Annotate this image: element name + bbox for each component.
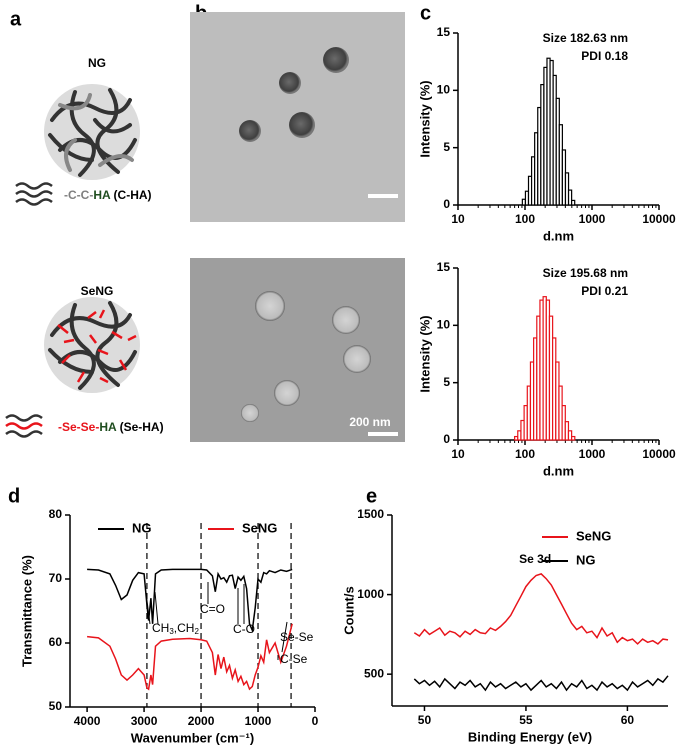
x-tick-label: 100 [515, 447, 535, 461]
x-tick-label: 3000 [131, 714, 158, 728]
x-tick-label: 55 [519, 713, 533, 727]
x-tick-label: 0 [312, 714, 319, 728]
y-axis-label: Transmittance (%) [19, 555, 34, 667]
annotation: Size 182.63 nm [543, 31, 628, 45]
x-tick-label: 1000 [579, 447, 606, 461]
annotation: C-O [233, 622, 255, 636]
abbr: (Se-HA) [116, 420, 163, 434]
series-line [87, 623, 293, 691]
ha: HA [93, 188, 111, 202]
se-ha-label: -Se-Se-HA (Se-HA) [58, 420, 164, 434]
bar [567, 430, 573, 441]
y-axis-label: Intensity (%) [417, 80, 432, 157]
x-axis-label: d.nm [543, 463, 574, 478]
abbr: (C-HA) [110, 188, 151, 202]
x-tick-label: 10000 [642, 447, 676, 461]
x-tick-label: 4000 [74, 714, 101, 728]
series-line [413, 675, 669, 692]
x-tick-label: 1000 [245, 714, 272, 728]
x-axis-label: d.nm [543, 228, 574, 243]
x-tick-label: 1000 [579, 212, 606, 226]
y-tick-label: 80 [49, 507, 63, 521]
bar [571, 435, 576, 441]
annotation: PDI 0.18 [581, 49, 628, 63]
y-tick-label: 70 [49, 571, 63, 585]
ha: HA [99, 420, 117, 434]
c-ha-label: -C-C-HA (C-HA) [64, 188, 152, 202]
legend-label: SeNG [576, 528, 611, 543]
x-tick-label: 2000 [188, 714, 215, 728]
legend-label: SeNG [242, 520, 277, 535]
annotation: C-Se [280, 652, 308, 666]
x-tick-label: 10 [451, 447, 465, 461]
y-tick-label: 60 [49, 635, 63, 649]
se-ha-icon [5, 414, 43, 438]
x-tick-label: 60 [621, 713, 635, 727]
y-tick-label: 0 [443, 197, 450, 211]
x-axis-label: Binding Energy (eV) [468, 729, 592, 744]
ng-network [44, 84, 140, 180]
panel-label: e [366, 485, 377, 507]
y-tick-label: 5 [443, 375, 450, 389]
y-tick-label: 15 [437, 25, 451, 39]
bar [564, 172, 570, 206]
annotation: PDI 0.21 [581, 284, 628, 298]
ng-title: NG [88, 56, 106, 70]
c-ha-icon [15, 182, 53, 206]
annotation: Se-Se [280, 630, 314, 644]
annotation-part: CH [152, 621, 169, 635]
series-line [87, 568, 293, 633]
series-line [413, 573, 669, 645]
x-tick-label: 50 [418, 713, 432, 727]
x-tick-label: 100 [515, 212, 535, 226]
x-tick-label: 10000 [642, 212, 676, 226]
tem-image-ng [190, 12, 405, 222]
linker: -C-C- [64, 188, 93, 202]
y-tick-label: 0 [443, 432, 450, 446]
y-axis-label: Intensity (%) [417, 315, 432, 392]
annotation: Se 3d [519, 552, 551, 566]
linker: -Se-Se- [58, 420, 99, 434]
leader [145, 591, 159, 625]
y-tick-label: 10 [437, 83, 451, 97]
legend-label: NG [576, 552, 596, 567]
bar [571, 199, 576, 206]
x-tick-label: 10 [451, 212, 465, 226]
panel-label: a [10, 8, 22, 30]
annotation: C=O [200, 602, 225, 616]
y-tick-label: 50 [49, 699, 63, 713]
annotation-part: 3 [169, 627, 174, 636]
annotation-part: 2 [194, 627, 199, 636]
y-axis-label: Count/s [341, 586, 356, 634]
y-tick-label: 1500 [357, 507, 384, 521]
x-axis-label: Wavenumber (cm⁻¹) [131, 730, 254, 745]
y-tick-label: 15 [437, 260, 451, 274]
scale-bar-label: 200 nm [349, 415, 390, 429]
y-tick-label: 1000 [357, 587, 384, 601]
y-tick-label: 5 [443, 140, 450, 154]
y-tick-label: 500 [364, 666, 384, 680]
y-tick-label: 10 [437, 318, 451, 332]
annotation: CH3,CH2 [152, 621, 199, 636]
seng-network [44, 297, 140, 393]
seng-title: SeNG [81, 284, 114, 298]
legend-label: NG [132, 520, 152, 535]
annotation-part: ,CH [174, 621, 195, 635]
annotation: Size 195.68 nm [543, 266, 628, 280]
tem-image-seng [190, 258, 405, 442]
panel-label: c [420, 2, 431, 24]
leader [207, 582, 288, 660]
panel-label: d [8, 485, 20, 507]
bar [567, 189, 573, 206]
